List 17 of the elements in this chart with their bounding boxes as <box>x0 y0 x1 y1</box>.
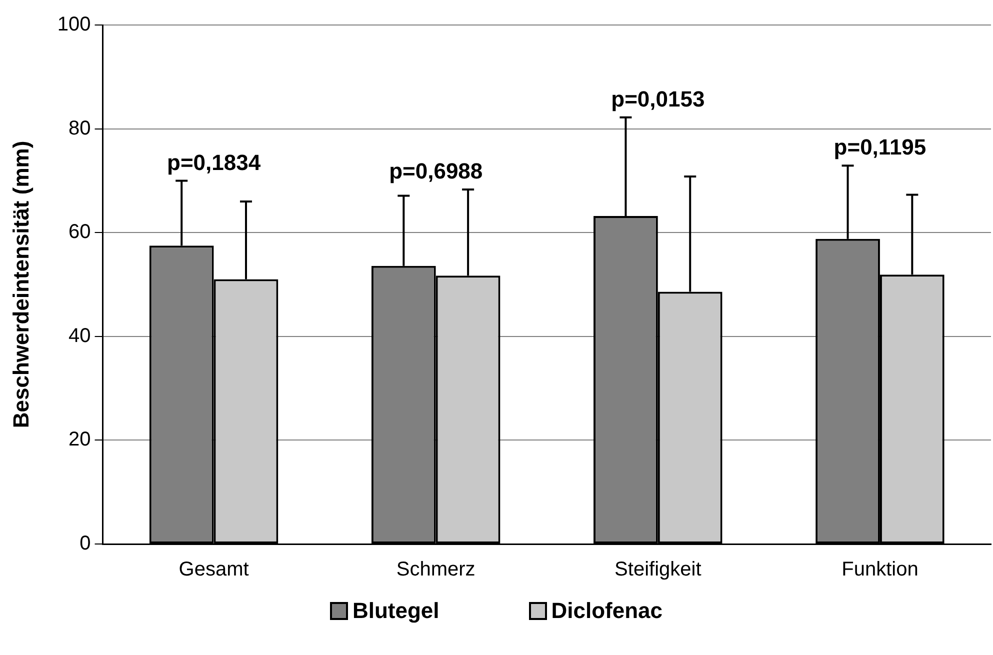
y-axis-title: Beschwerdeintensität (mm) <box>8 140 34 428</box>
annotation: p=0,6988 <box>389 158 483 184</box>
y-tick-label: 80 <box>68 117 91 140</box>
y-tick-label: 20 <box>68 428 91 451</box>
x-tick-label: Funktion <box>842 558 918 581</box>
annotation: p=0,1834 <box>167 150 262 175</box>
y-tick-label: 60 <box>68 221 91 244</box>
y-tick-label: 40 <box>68 324 91 347</box>
legend-label: Diclofenac <box>551 598 663 624</box>
annotation: p=0,0153 <box>611 86 705 112</box>
x-tick-label: Steifigkeit <box>614 558 702 581</box>
x-tick-label: Schmerz <box>396 558 476 581</box>
x-tick-label: Gesamt <box>178 558 250 581</box>
annotation: p=0,1195 <box>834 134 926 160</box>
legend-label: Blutegel <box>352 598 440 624</box>
y-tick-label: 0 <box>80 532 91 555</box>
y-tick-label: 100 <box>57 14 91 36</box>
